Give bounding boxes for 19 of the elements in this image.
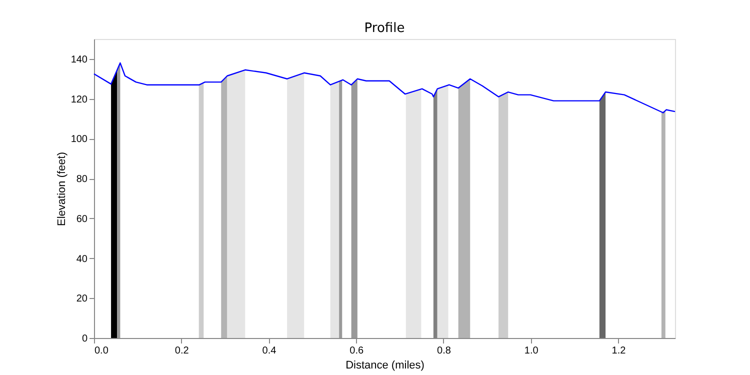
y-tick-label: 0 xyxy=(82,334,88,344)
y-tick-label: 120 xyxy=(70,94,88,106)
y-tick-label: 140 xyxy=(70,54,88,66)
y-tick-label: 60 xyxy=(76,214,88,225)
x-tick-label: 0.0 xyxy=(94,346,109,356)
x-axis-title: Distance (miles) xyxy=(346,360,424,372)
x-tick-label: 1.0 xyxy=(524,346,539,356)
x-tick-label: 0.4 xyxy=(262,346,277,356)
y-tick-label: 100 xyxy=(70,134,88,146)
x-tick-label: 0.2 xyxy=(174,346,190,356)
y-axis-title: Elevation (feet) xyxy=(56,152,68,226)
chart-title: Profile xyxy=(364,21,405,36)
x-tick-label: 1.2 xyxy=(612,346,626,356)
x-tick-label: 0.6 xyxy=(350,346,364,356)
y-tick-label: 40 xyxy=(76,254,88,265)
y-tick-label: 20 xyxy=(76,294,88,305)
x-tick-label: 0.8 xyxy=(437,346,452,356)
y-tick-label: 80 xyxy=(76,174,88,186)
line-series xyxy=(93,62,676,114)
